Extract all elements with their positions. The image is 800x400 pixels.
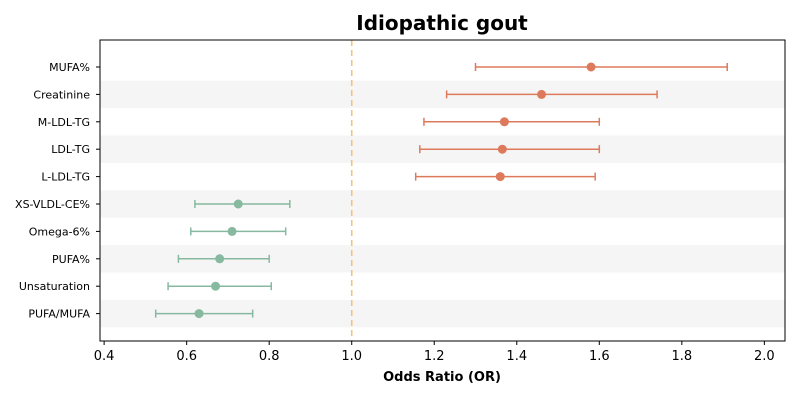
y-tick-label: M-LDL-TG: [38, 116, 90, 129]
or-point: [215, 254, 225, 264]
x-tick-label: 0.8: [259, 349, 280, 364]
row-band: [100, 80, 785, 109]
row-6: [190, 226, 287, 236]
x-tick-label: 0.6: [176, 349, 197, 364]
y-tick-label: PUFA%: [52, 253, 90, 266]
y-tick-label: MUFA%: [49, 61, 90, 74]
y-tick-label: Unsaturation: [19, 280, 90, 293]
y-tick-label: XS-VLDL-CE%: [15, 198, 90, 211]
x-tick-label: 0.4: [94, 349, 115, 364]
row-0: [474, 62, 728, 72]
y-tick-label: PUFA/MUFA: [28, 308, 90, 321]
y-tick-labels: MUFA% Creatinine M-LDL-TG LDL-TG L-LDL-TG XS-…: [15, 61, 100, 321]
row-9: [154, 309, 254, 319]
chart-title: Idiopathic gout: [356, 11, 528, 35]
row-7: [177, 254, 270, 264]
row-5: [194, 199, 291, 209]
x-axis-label: Odds Ratio (OR): [383, 370, 501, 385]
or-point: [495, 172, 505, 182]
row-8: [167, 281, 272, 291]
x-tick-label: 2.0: [754, 349, 775, 364]
or-point: [537, 89, 547, 99]
x-tick-label: 1.0: [341, 349, 362, 364]
y-tick-label: Creatinine: [33, 88, 90, 101]
x-tick-labels: 0.4 0.6 0.8 1.0 1.2 1.4 1.6 1.8 2.0: [94, 341, 775, 364]
x-tick-label: 1.2: [424, 349, 445, 364]
or-point: [497, 144, 507, 154]
row-3: [419, 144, 601, 154]
or-point: [194, 309, 204, 319]
x-tick-label: 1.4: [506, 349, 527, 364]
axes-frame: [99, 39, 786, 342]
data-rows: [154, 62, 728, 319]
row-2: [423, 117, 601, 127]
x-tick-label: 1.6: [589, 349, 610, 364]
row-4: [414, 172, 596, 182]
row-1: [445, 89, 658, 99]
y-tick-label: L-LDL-TG: [41, 171, 90, 184]
y-tick-label: LDL-TG: [51, 143, 90, 156]
or-point: [211, 281, 221, 291]
or-point: [499, 117, 509, 127]
or-point: [233, 199, 243, 209]
x-tick-label: 1.8: [671, 349, 692, 364]
or-point: [586, 62, 596, 72]
y-tick-label: Omega-6%: [29, 225, 90, 238]
or-point: [227, 226, 237, 236]
